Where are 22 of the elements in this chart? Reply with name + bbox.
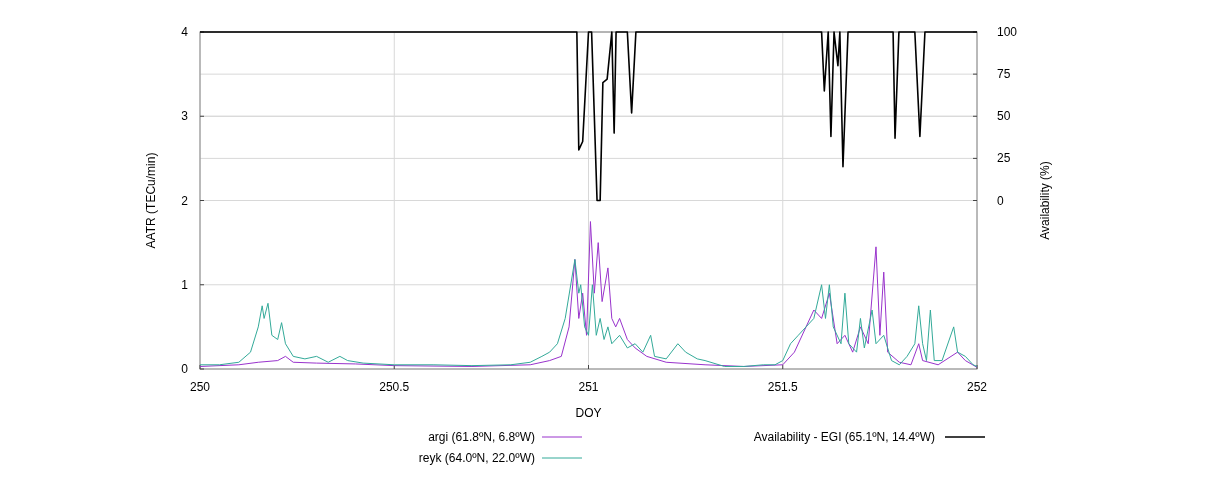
y-axis-title: AATR (TECu/min) (144, 152, 158, 249)
y2-tick-label: 100 (997, 25, 1018, 39)
legend-label: Availability - EGI (65.1ºN, 14.4ºW) (753, 430, 935, 444)
y-tick-label: 2 (181, 193, 189, 208)
y-tick-label: 3 (181, 109, 189, 124)
y2-tick-label: 75 (997, 67, 1011, 82)
y-tick-label: 1 (181, 277, 189, 292)
y2-tick-label: 25 (997, 151, 1011, 166)
y-tick-label: 0 (181, 362, 189, 376)
x-tick-label: 252 (966, 380, 988, 394)
y2-axis-title: Availability (%) (1038, 161, 1052, 240)
y2-tick-label: 0 (997, 193, 1004, 208)
x-tick-label: 250.5 (379, 380, 410, 394)
x-tick-label: 250 (189, 380, 211, 394)
legend-label: reyk (64.0ºN, 22.0ºW) (418, 451, 535, 465)
legend-label: argi (61.8ºN, 6.8ºW) (428, 430, 535, 444)
x-tick-label: 251.5 (767, 380, 799, 394)
x-tick-label: 251 (578, 380, 599, 394)
y-tick-label: 4 (181, 25, 189, 39)
x-axis-title: DOY (575, 406, 602, 420)
line-series (199, 31, 978, 202)
y2-tick-label: 50 (997, 109, 1011, 124)
